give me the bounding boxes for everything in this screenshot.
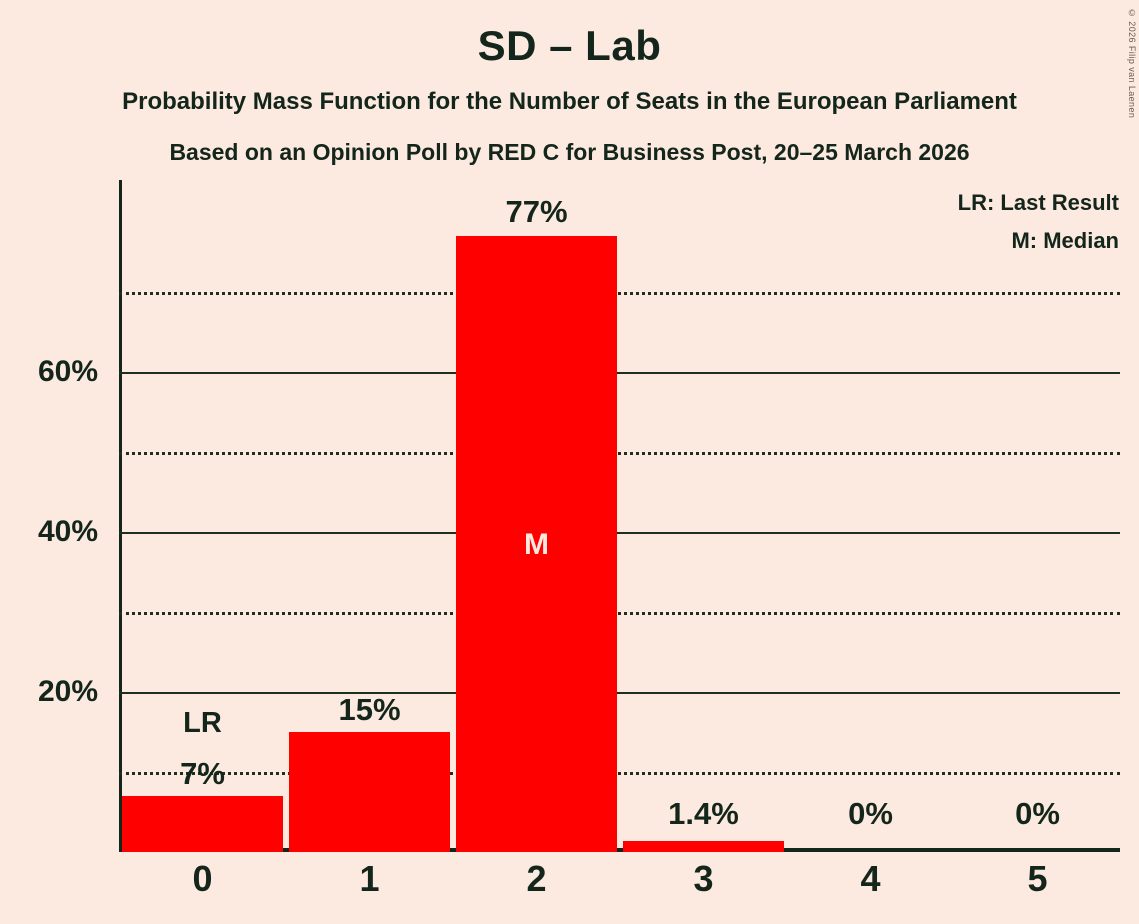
y-tick-label-40: 40% xyxy=(37,515,98,548)
bar-value-0: 7% xyxy=(180,756,225,791)
gridline-10 xyxy=(119,772,1120,775)
bar-2[interactable] xyxy=(456,236,617,852)
x-tick-label-2: 2 xyxy=(526,858,547,899)
y-tick-label-60: 60% xyxy=(37,355,98,388)
chart-source-line: Based on an Opinion Poll by RED C for Bu… xyxy=(169,139,970,165)
x-tick-label-0: 0 xyxy=(192,858,213,899)
gridline-30 xyxy=(119,612,1120,615)
x-tick-label-5: 5 xyxy=(1027,858,1048,899)
bar-value-3: 1.4% xyxy=(668,796,739,831)
y-axis xyxy=(119,180,122,852)
bar-slot-3: 1.4% xyxy=(620,180,787,852)
bar-slot-0: LR 7% xyxy=(119,180,286,852)
bar-value-1: 15% xyxy=(338,692,401,727)
gridline-60 xyxy=(119,372,1120,374)
last-result-marker: LR xyxy=(183,707,222,739)
bar-0[interactable] xyxy=(122,796,283,852)
legend-item-last-result: LR: Last Result xyxy=(957,190,1119,215)
bar-3[interactable] xyxy=(623,841,784,852)
page-title: SD – Lab xyxy=(477,22,662,69)
copyright-notice: © 2026 Filip van Laenen xyxy=(1127,8,1137,119)
bar-value-4: 0% xyxy=(848,796,893,831)
x-axis xyxy=(119,848,1120,852)
bar-1[interactable] xyxy=(289,732,450,852)
gridline-20 xyxy=(119,692,1120,694)
y-tick-label-20: 20% xyxy=(37,675,98,708)
gridline-40 xyxy=(119,532,1120,534)
bar-slot-4: 0% xyxy=(787,180,954,852)
gridline-70 xyxy=(119,292,1120,295)
chart-subtitle: Probability Mass Function for the Number… xyxy=(122,88,1017,115)
plot-area: 60% 40% 20% LR 7% 15% M 77% 1.4% 0% xyxy=(38,180,1121,852)
chart-legend: LR: Last Result M: Median xyxy=(958,184,1119,260)
bar-slot-1: 15% xyxy=(286,180,453,852)
x-tick-label-3: 3 xyxy=(693,858,714,899)
bar-slot-2: M 77% xyxy=(453,180,620,852)
legend-item-median: M: Median xyxy=(1011,228,1119,253)
bar-value-5: 0% xyxy=(1015,796,1060,831)
x-tick-label-1: 1 xyxy=(359,858,380,899)
median-marker: M xyxy=(524,528,549,561)
gridline-50 xyxy=(119,452,1120,455)
x-tick-label-4: 4 xyxy=(860,858,881,899)
bar-slot-5: 0% xyxy=(954,180,1121,852)
bar-value-2: 77% xyxy=(505,194,568,229)
